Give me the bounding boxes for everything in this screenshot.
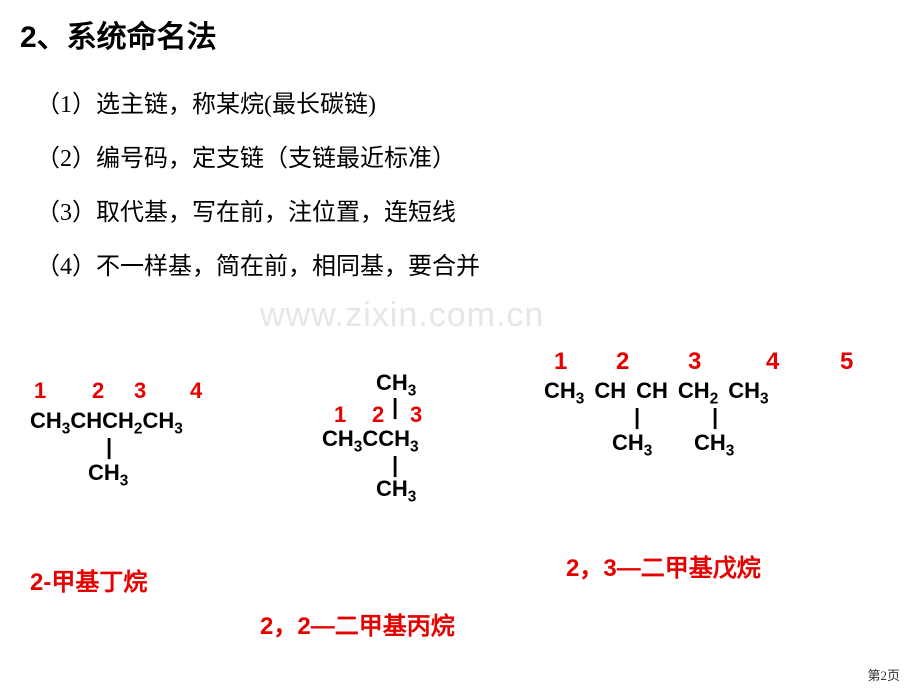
- carbon-number: 3: [688, 350, 701, 374]
- carbon-number: 3: [410, 404, 422, 426]
- rule-2: （2）编号码，定支链（支链最近标准）: [36, 138, 456, 173]
- carbon-number: 4: [766, 350, 779, 374]
- carbon-number: 1: [34, 380, 46, 402]
- bond-line: |: [106, 436, 112, 458]
- branch-group: CH3: [694, 432, 734, 459]
- page-number: 第2页: [867, 665, 900, 684]
- carbon-number: 1: [554, 350, 567, 374]
- watermark: www.zixin.com.cn: [260, 296, 544, 335]
- carbon-number: 2: [616, 350, 629, 374]
- compound-name-1: 2-甲基丁烷: [30, 562, 147, 597]
- branch-group: CH3: [88, 462, 128, 489]
- main-chain: CH3CHCHCH2CH3: [544, 380, 769, 407]
- bond-line: |: [712, 406, 718, 428]
- carbon-number: 4: [190, 380, 202, 402]
- compound-name-2: 2，2—二甲基丙烷: [260, 606, 455, 641]
- carbon-number: 5: [840, 350, 853, 374]
- bond-line: |: [392, 454, 398, 476]
- carbon-number: 3: [134, 380, 146, 402]
- bond-line: |: [392, 396, 398, 418]
- rule-4: （4）不一样基，简在前，相同基，要合并: [36, 246, 480, 281]
- rule-1: （1）选主链，称某烷(最长碳链): [36, 84, 376, 119]
- branch-group: CH3: [376, 478, 416, 505]
- main-chain: CH3CCH3: [322, 428, 419, 455]
- branch-group: CH3: [612, 432, 652, 459]
- carbon-number: 2: [372, 404, 384, 426]
- main-chain: CH3CHCH2CH3: [30, 410, 183, 437]
- bond-line: |: [634, 406, 640, 428]
- rule-3: （3）取代基，写在前，注位置，连短线: [36, 192, 456, 227]
- compound-name-3: 2，3—二甲基戊烷: [566, 548, 761, 583]
- carbon-number: 2: [92, 380, 104, 402]
- section-title: 2、系统命名法: [20, 12, 217, 56]
- carbon-number: 1: [334, 404, 346, 426]
